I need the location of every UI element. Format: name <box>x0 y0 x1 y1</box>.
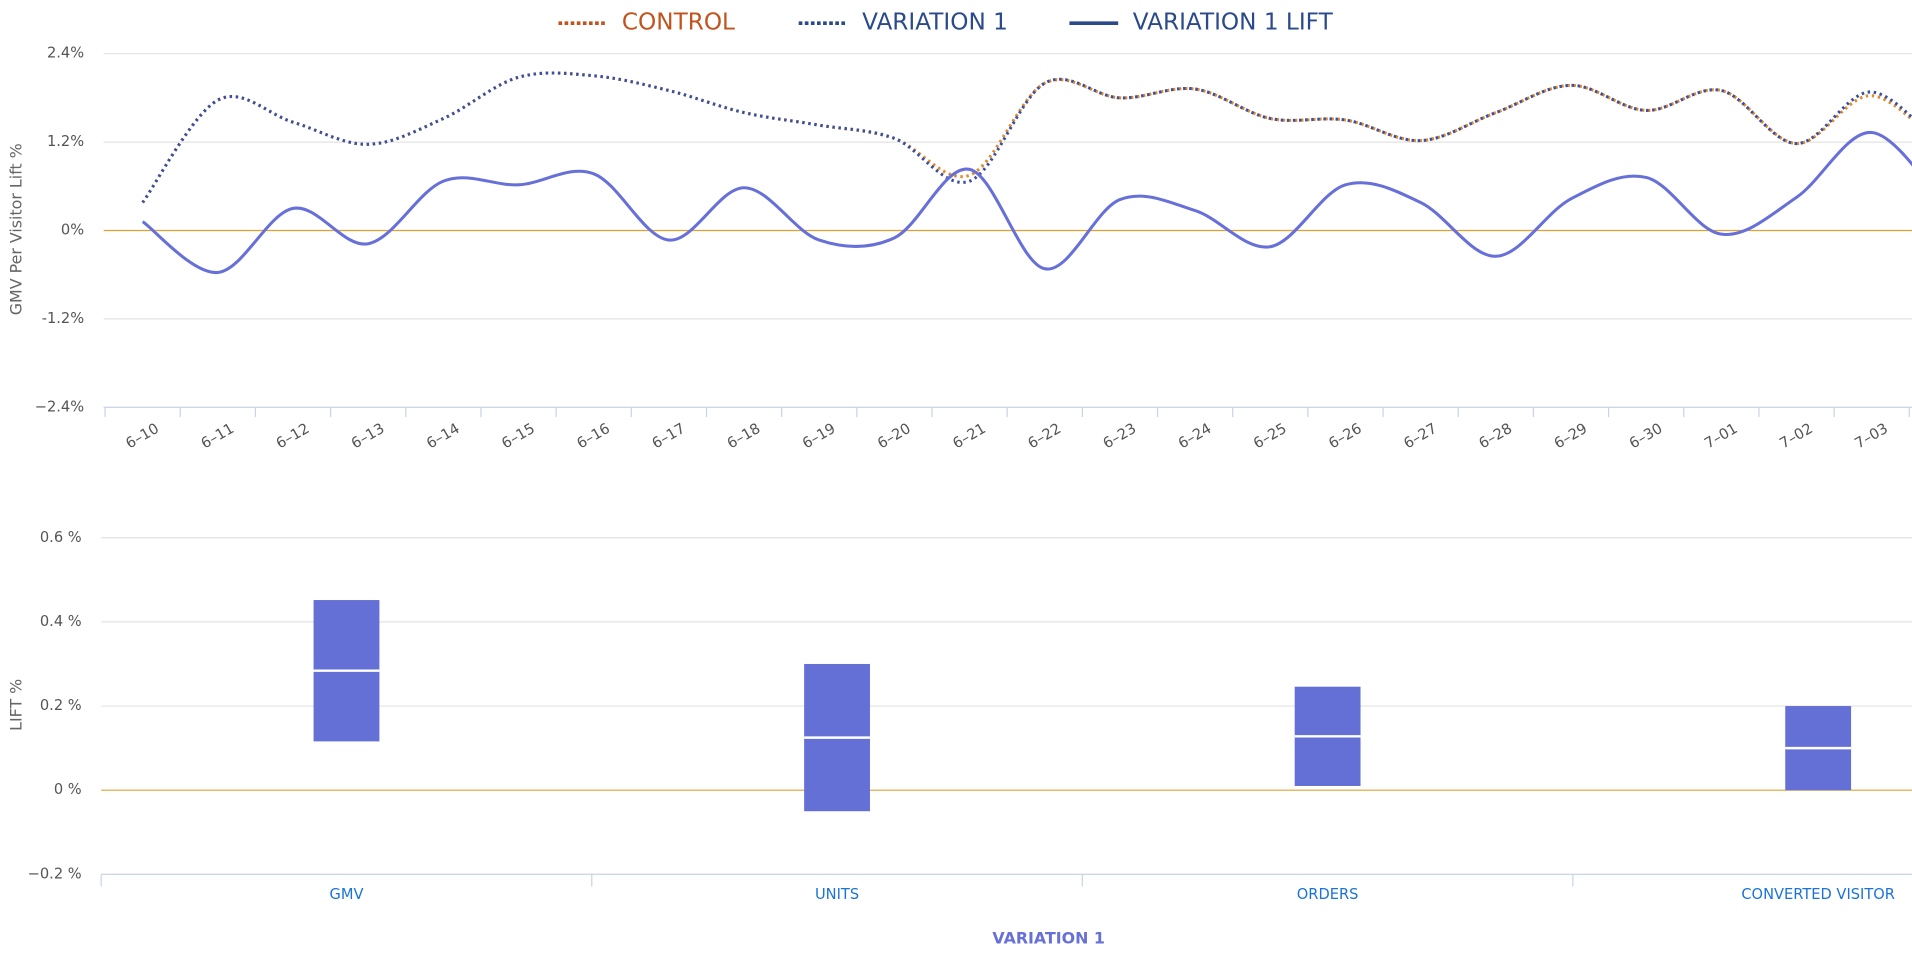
x-tick-label: 6–19 <box>799 420 838 452</box>
y-tick-label: −2.4% <box>35 398 85 415</box>
series-line <box>141 130 1912 275</box>
x-tick-label: 7–02 <box>1777 420 1816 452</box>
legend-label: VARIATION 1 LIFT <box>1133 10 1334 36</box>
legend-label: VARIATION 1 <box>862 10 1008 36</box>
x-tick-label: 6–20 <box>875 420 914 452</box>
x-tick-label: 6–26 <box>1326 420 1365 452</box>
x-tick-label: 6–24 <box>1175 420 1214 452</box>
x-tick-label: 6–25 <box>1251 420 1290 452</box>
y-tick-label: -1.2% <box>42 310 85 327</box>
y-tick-label: 0 % <box>54 781 82 798</box>
x-tick-label: 6–14 <box>424 420 463 452</box>
x-tick-label: 6–15 <box>499 420 538 452</box>
x-tick-label: 6–27 <box>1401 420 1440 452</box>
x-tick-label: 6–11 <box>198 420 237 452</box>
y-tick-label: 1.2% <box>47 133 84 150</box>
x-tick-label: 6–12 <box>273 420 312 452</box>
y-axis-title: LIFT % <box>7 679 26 731</box>
y-tick-label: 2.4% <box>47 45 84 62</box>
y-tick-label: 0% <box>61 221 84 238</box>
x-tick-label: 6–23 <box>1100 420 1139 452</box>
y-tick-label: 0.4 % <box>40 613 82 630</box>
series-line <box>141 71 1912 204</box>
y-tick-label: −0.2 % <box>28 865 82 882</box>
x-tick-label: 7–01 <box>1702 420 1741 452</box>
x-tick-label: 6–13 <box>348 420 387 452</box>
x-tick-label: 6–10 <box>123 420 162 452</box>
x-tick-label: 7–03 <box>1852 420 1891 452</box>
x-tick-label: 6–30 <box>1626 420 1665 452</box>
x-tick-label: 6–22 <box>1025 420 1064 452</box>
x-tick-label: 6–28 <box>1476 420 1515 452</box>
x-tick-label: UNITS <box>815 886 859 903</box>
x-tick-label: CONVERTED VISITOR <box>1741 886 1895 903</box>
y-tick-label: 0.2 % <box>40 697 82 714</box>
x-tick-label: 6–21 <box>950 420 989 452</box>
y-axis-title: GMV Per Visitor Lift % <box>7 143 26 315</box>
x-axis-title: VARIATION 1 <box>992 928 1105 947</box>
x-tick-label: 6–16 <box>574 420 613 452</box>
x-tick-label: 6–29 <box>1551 420 1590 452</box>
x-tick-label: 6–18 <box>724 420 763 452</box>
series-line <box>141 71 1912 204</box>
x-tick-label: ORDERS <box>1297 886 1359 903</box>
y-tick-label: 0.6 % <box>40 529 82 546</box>
x-tick-label: GMV <box>330 886 364 903</box>
x-tick-label: 6–17 <box>649 420 688 452</box>
legend-label: CONTROL <box>622 10 735 36</box>
